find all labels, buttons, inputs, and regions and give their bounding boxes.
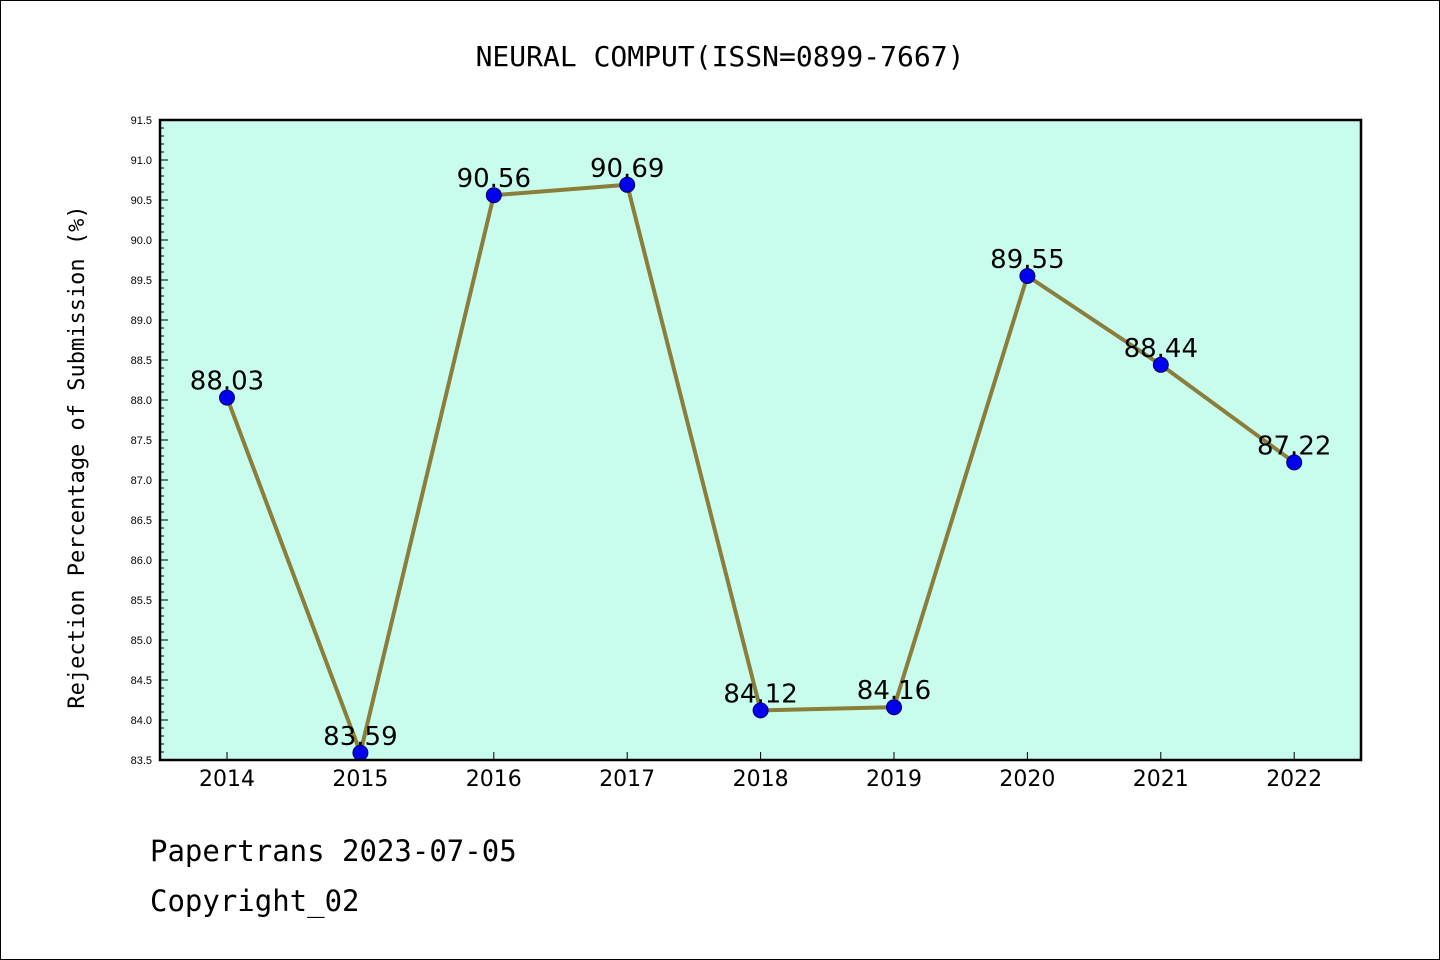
x-axis: 2014 2015 2016 2017 2018 2019 2020 2021 2022	[199, 752, 1322, 792]
data-point	[619, 176, 636, 193]
y-tick-label: 91.5	[131, 115, 152, 127]
data-label: 90.56	[457, 164, 531, 194]
y-tick-label: 86.5	[131, 515, 152, 527]
y-tick-label: 90.0	[131, 235, 152, 247]
y-tick-label: 91.0	[131, 155, 152, 167]
y-tick-label: 86.0	[131, 555, 152, 567]
x-tick-label: 2020	[999, 767, 1055, 792]
data-label: 89.55	[990, 245, 1064, 275]
y-tick-label: 89.5	[131, 275, 152, 287]
x-tick-label: 2018	[733, 767, 789, 792]
footer-copyright: Copyright_02	[150, 884, 360, 918]
data-point	[485, 187, 502, 204]
data-label: 83.59	[323, 722, 397, 752]
data-point	[219, 389, 235, 406]
y-tick-label: 88.0	[131, 395, 152, 407]
data-point	[1019, 268, 1036, 284]
y-tick-label: 87.0	[131, 475, 152, 487]
data-point	[1286, 454, 1303, 471]
x-tick-label: 2015	[332, 767, 388, 792]
data-point	[752, 702, 769, 719]
data-label: 84.16	[857, 676, 931, 706]
y-axis: 83.5 84.0 84.5 85.0 85.5 86.0 86.5 87.0 87.5 88.0…	[131, 115, 168, 767]
data-point	[1152, 356, 1169, 373]
y-tick-label: 87.5	[131, 435, 152, 447]
x-tick-label: 2021	[1133, 767, 1189, 792]
x-tick-label: 2016	[466, 767, 522, 792]
footer-date: Papertrans 2023-07-05	[150, 834, 517, 868]
y-tick-label: 84.5	[131, 675, 152, 687]
plot-area	[160, 120, 1361, 760]
y-tick-label: 85.5	[131, 595, 152, 607]
y-tick-label: 90.5	[131, 195, 152, 207]
y-tick-label: 84.0	[131, 715, 152, 727]
y-tick-label: 89.0	[131, 315, 152, 327]
x-tick-label: 2019	[866, 767, 922, 792]
data-label: 84.12	[723, 679, 797, 709]
data-label: 87.22	[1257, 431, 1331, 461]
x-tick-label: 2014	[199, 767, 255, 792]
y-tick-label: 88.5	[131, 355, 152, 367]
chart-title: NEURAL COMPUT(ISSN=0899-7667)	[476, 40, 965, 73]
y-tick-label: 83.5	[131, 755, 152, 767]
x-tick-label: 2022	[1266, 767, 1322, 792]
x-tick-label: 2017	[599, 767, 655, 792]
data-label: 88.03	[190, 367, 264, 397]
series: 88.03 83.59 90.56 90.69 84.12 84.16 89.55 88.44…	[190, 154, 1331, 761]
data-label: 90.69	[590, 154, 664, 184]
data-point	[886, 699, 902, 716]
data-label: 88.44	[1124, 334, 1198, 364]
y-axis-label: Rejection Percentage of Submission (%)	[65, 205, 90, 708]
plot-border	[158, 118, 1363, 762]
y-tick-label: 85.0	[131, 635, 152, 647]
